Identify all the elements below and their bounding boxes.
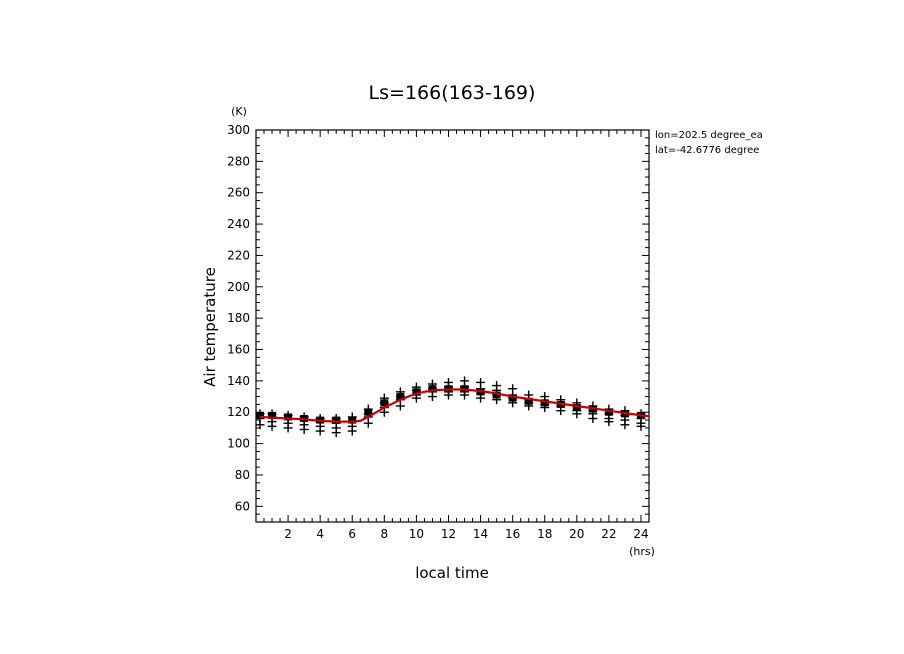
y-tick-label: 80 bbox=[235, 468, 250, 482]
plus-point bbox=[347, 426, 357, 436]
x-tick-label: 20 bbox=[569, 527, 584, 541]
plus-point bbox=[588, 414, 598, 424]
plus-point bbox=[331, 428, 341, 438]
x-axis-title: local time bbox=[415, 564, 489, 582]
plus-point bbox=[283, 423, 293, 433]
mean-square-point bbox=[508, 394, 517, 402]
plus-point bbox=[620, 420, 630, 430]
y-tick-label: 180 bbox=[227, 311, 250, 325]
chart-title: Ls=166(163-169) bbox=[369, 82, 536, 104]
plus-point bbox=[267, 421, 277, 431]
y-tick-label: 140 bbox=[227, 374, 250, 388]
plus-point bbox=[315, 426, 325, 436]
plus-point bbox=[256, 420, 265, 430]
latitude-annotation: lat=-42.6776 degree bbox=[655, 145, 759, 156]
x-tick-label: 6 bbox=[348, 527, 356, 541]
mean-square-point bbox=[332, 416, 341, 424]
mean-square-point bbox=[396, 393, 405, 401]
y-tick-label: 200 bbox=[227, 280, 250, 294]
mean-square-point bbox=[540, 399, 549, 407]
axes: 2 4 6 8 10 12 14 16 18 20 22 2460801001201401601802… bbox=[227, 123, 650, 541]
x-tick-label: 4 bbox=[316, 527, 324, 541]
mean-square-point bbox=[284, 413, 293, 421]
x-tick-label: 8 bbox=[381, 527, 389, 541]
mean-square-point bbox=[364, 408, 373, 416]
y-tick-label: 240 bbox=[227, 217, 250, 231]
longitude-annotation: lon=202.5 degree_ea bbox=[655, 130, 763, 141]
x-tick-label: 14 bbox=[473, 527, 488, 541]
plus-point bbox=[299, 424, 309, 434]
plot-frame bbox=[255, 129, 650, 523]
plus-point bbox=[363, 418, 373, 428]
x-tick-label: 18 bbox=[537, 527, 552, 541]
y-tick-label: 100 bbox=[227, 437, 250, 451]
plus-point bbox=[604, 417, 614, 427]
y-tick-label: 280 bbox=[227, 154, 250, 168]
x-tick-label: 10 bbox=[409, 527, 424, 541]
plus-point bbox=[427, 392, 437, 402]
y-tick-label: 220 bbox=[227, 248, 250, 262]
mean-square-point bbox=[572, 404, 581, 412]
y-tick-label: 120 bbox=[227, 405, 250, 419]
mean-square-point bbox=[256, 411, 265, 419]
x-axis-unit: (hrs) bbox=[629, 545, 655, 558]
x-tick-label: 2 bbox=[284, 527, 292, 541]
mean-square-point bbox=[380, 399, 389, 407]
x-tick-label: 16 bbox=[505, 527, 520, 541]
y-tick-label: 160 bbox=[227, 343, 250, 357]
data-marks bbox=[256, 376, 649, 438]
y-tick-label: 260 bbox=[227, 186, 250, 200]
mean-square-point bbox=[428, 385, 437, 393]
mean-square-point bbox=[348, 416, 357, 424]
plus-point bbox=[395, 401, 405, 411]
mean-square-point bbox=[524, 397, 533, 405]
x-tick-label: 24 bbox=[633, 527, 648, 541]
y-axis-unit: (K) bbox=[231, 105, 247, 118]
mean-square-point bbox=[268, 411, 277, 419]
mean-square-point bbox=[604, 408, 613, 416]
y-tick-label: 300 bbox=[227, 123, 250, 137]
mean-square-point bbox=[412, 388, 421, 396]
x-tick-label: 12 bbox=[441, 527, 456, 541]
plus-point bbox=[636, 421, 646, 431]
plus-point bbox=[379, 407, 389, 417]
mean-square-point bbox=[492, 391, 501, 399]
x-tick-label: 22 bbox=[601, 527, 616, 541]
y-tick-label: 60 bbox=[235, 499, 250, 513]
y-axis-title: Air temperature bbox=[201, 267, 219, 387]
mean-line bbox=[259, 388, 649, 423]
